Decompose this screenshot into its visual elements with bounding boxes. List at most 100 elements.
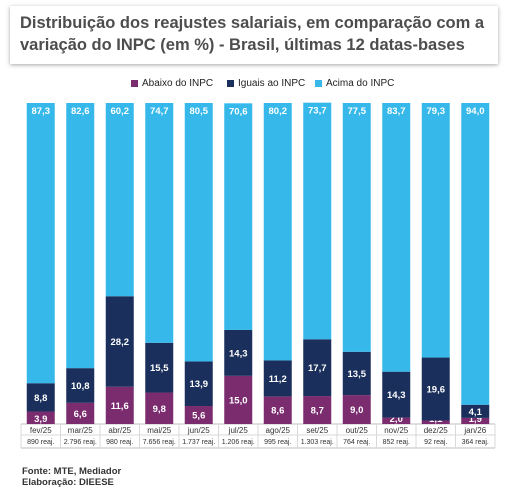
bar-acima-ago/25	[263, 103, 292, 361]
bar-abaixo-set/25	[303, 396, 332, 424]
data-label-abaixo: 11,6	[111, 401, 129, 412]
data-label-iguais: 14,3	[229, 348, 248, 359]
bar-iguais-nov/25	[382, 371, 411, 418]
bar-acima-mai/25	[145, 103, 174, 343]
data-label-abaixo: 9,0	[350, 405, 363, 416]
bar-abaixo-nov/25	[382, 417, 411, 424]
data-label-abaixo: 5,6	[192, 411, 205, 422]
data-label-iguais: 19,6	[427, 385, 446, 396]
data-label-iguais: 13,5	[348, 369, 367, 380]
x-tick-label: jun/25	[187, 426, 210, 435]
x-tick-label: ago/25	[266, 426, 291, 435]
legend-swatch-acima	[315, 80, 322, 87]
bar-iguais-fev/25	[26, 383, 55, 412]
data-label-abaixo: 9,8	[153, 404, 166, 415]
bar-acima-nov/25	[382, 103, 411, 372]
bar-abaixo-jun/25	[184, 406, 213, 424]
data-label-iguais: 4,1	[469, 407, 483, 418]
legend-item-iguais: Iguais ao INPC	[227, 78, 305, 89]
count-label: 890 reaj.	[27, 439, 54, 446]
data-label-iguais: 14,3	[387, 390, 406, 401]
bar-abaixo-mar/25	[66, 402, 95, 424]
data-label-abaixo: 2,0	[390, 414, 403, 425]
bar-iguais-out/25	[342, 351, 371, 396]
count-label: 995 reaj.	[264, 439, 291, 446]
credit-note: Elaboração: DIEESE	[22, 477, 114, 488]
data-label-abaixo: 15,0	[229, 395, 248, 406]
data-label-iguais: 10,8	[71, 381, 90, 392]
bar-iguais-ago/25	[263, 360, 292, 397]
data-label-acima: 80,5	[190, 106, 209, 117]
x-tick-label: dez/25	[424, 426, 449, 435]
data-label-abaixo: 6,6	[74, 409, 87, 420]
bar-abaixo-abr/25	[105, 386, 134, 424]
legend-swatch-abaixo	[131, 80, 138, 87]
legend: Abaixo do INPC Iguais ao INPC Acima do I…	[0, 78, 508, 94]
data-label-abaixo: 8,6	[271, 406, 284, 417]
source-note: Fonte: MTE, Mediador	[22, 466, 122, 477]
x-tick-label: mar/25	[68, 426, 93, 435]
data-label-iguais: 8,8	[34, 393, 47, 404]
count-label: 2.796 reaj.	[64, 439, 97, 446]
bar-acima-jun/25	[184, 103, 213, 362]
legend-item-acima: Acima do INPC	[315, 78, 394, 89]
data-label-acima: 94,0	[466, 106, 485, 117]
x-tick-label: abr/25	[108, 426, 131, 435]
data-label-iguais: 11,2	[269, 374, 287, 385]
count-label: 1.737 reaj.	[182, 439, 215, 446]
count-label: 92 reaj.	[424, 439, 447, 446]
data-label-acima: 77,5	[348, 106, 367, 117]
x-tick-label: fev/25	[30, 426, 52, 435]
data-label-acima: 82,6	[71, 106, 90, 117]
count-label: 1.206 reaj.	[222, 439, 255, 446]
x-tick-label: jan/26	[463, 426, 486, 435]
data-label-iguais: 15,5	[150, 363, 169, 374]
bar-abaixo-jul/25	[224, 375, 253, 424]
bar-iguais-set/25	[303, 339, 332, 397]
data-label-acima: 87,3	[32, 106, 51, 117]
bar-abaixo-out/25	[342, 395, 371, 424]
x-tick-label: nov/25	[384, 426, 409, 435]
bar-acima-mar/25	[66, 103, 95, 369]
count-label: 7.656 reaj.	[143, 439, 176, 446]
bar-abaixo-fev/25	[26, 411, 55, 424]
legend-label-abaixo: Abaixo do INPC	[142, 78, 214, 89]
bar-iguais-jun/25	[184, 361, 213, 407]
data-label-acima: 83,7	[387, 106, 406, 117]
data-label-acima: 80,2	[269, 106, 288, 117]
bar-iguais-abr/25	[105, 296, 134, 387]
bar-iguais-mar/25	[66, 368, 95, 403]
bar-acima-dez/25	[421, 103, 450, 358]
bar-iguais-dez/25	[421, 357, 450, 421]
bar-abaixo-mai/25	[145, 392, 174, 424]
bar-abaixo-dez/25	[421, 420, 450, 424]
bar-iguais-mai/25	[145, 342, 174, 393]
x-tick-label: out/25	[346, 426, 369, 435]
data-label-iguais: 17,7	[308, 363, 327, 374]
data-label-acima: 70,6	[229, 106, 248, 117]
data-label-abaixo: 8,7	[311, 406, 324, 417]
bar-acima-set/25	[303, 102, 332, 340]
title-box: Distribuição dos reajustes salariais, em…	[10, 6, 498, 64]
bar-acima-jul/25	[224, 103, 253, 330]
data-label-iguais: 28,2	[111, 337, 130, 348]
count-label: 764 reaj.	[343, 439, 370, 446]
count-label: 364 reaj.	[462, 439, 489, 446]
legend-label-acima: Acima do INPC	[326, 78, 395, 89]
bar-acima-jan/26	[461, 103, 490, 405]
x-tick-label: mai/25	[147, 426, 172, 435]
count-label: 1.303 reaj.	[301, 439, 334, 446]
bar-abaixo-ago/25	[263, 396, 292, 424]
data-label-abaixo: 3,9	[34, 414, 47, 425]
data-label-acima: 79,3	[427, 106, 446, 117]
legend-label-iguais: Iguais ao INPC	[238, 78, 306, 89]
data-label-acima: 73,7	[308, 106, 327, 117]
legend-swatch-iguais	[227, 80, 234, 87]
bar-acima-out/25	[342, 103, 371, 352]
bar-iguais-jul/25	[224, 329, 253, 376]
chart-title: Distribuição dos reajustes salariais, em…	[20, 14, 485, 54]
data-label-abaixo: 1,9	[469, 414, 482, 425]
bar-acima-fev/25	[26, 103, 55, 384]
data-label-acima: 74,7	[150, 106, 169, 117]
